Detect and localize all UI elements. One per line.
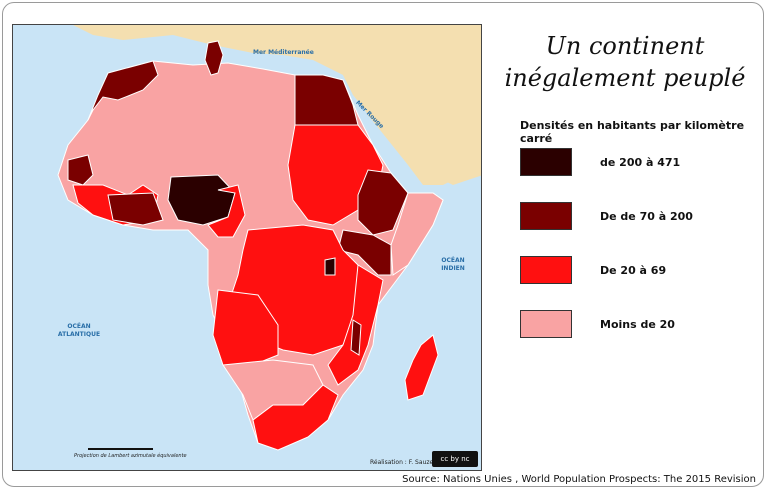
atlantic-ocean-label: OCÉAN ATLANTIQUE <box>57 323 101 338</box>
legend-item-4: Moins de 20 <box>520 310 675 338</box>
country-malawi <box>350 319 362 356</box>
country-madagascar <box>404 334 439 401</box>
indian-ocean-label: OCÉAN INDIEN <box>441 257 465 272</box>
country-somalia <box>390 192 444 276</box>
source-note: Source: Nations Unies , World Population… <box>402 474 756 485</box>
map-title: Un continent inégalement peuplé <box>490 30 760 94</box>
country-tunisia <box>204 40 224 76</box>
legend-label-3: De 20 à 69 <box>600 263 667 277</box>
africa-map: Mer Méditerranée Mer Rouge OCÉAN ATLANTI… <box>12 24 482 471</box>
legend-label-1: de 200 à 471 <box>600 155 681 169</box>
legend-swatch-4 <box>520 310 572 338</box>
projection-note: Projection de Lambert azimutale équivale… <box>74 453 187 459</box>
legend-swatch-3 <box>520 256 572 284</box>
legend-label-2: De de 70 à 200 <box>600 209 693 223</box>
country-ethiopia <box>357 169 409 236</box>
eurasia-land <box>73 25 481 185</box>
legend-title: Densités en habitants par kilomètre carr… <box>520 119 745 145</box>
legend-swatch-2 <box>520 202 572 230</box>
country-south-africa <box>252 384 339 451</box>
legend-label-4: Moins de 20 <box>600 317 675 331</box>
country-rwanda <box>324 257 336 276</box>
country-nigeria <box>167 174 236 226</box>
author-credit: Réalisation : F. Sauzeau <box>370 459 441 466</box>
cc-license-icon: cc by nc <box>432 451 478 467</box>
legend-item-2: De de 70 à 200 <box>520 202 693 230</box>
title-line-1: Un continent <box>545 32 705 60</box>
country-angola <box>212 289 279 366</box>
legend-swatch-1 <box>520 148 572 176</box>
map-canvas <box>13 25 481 470</box>
legend-item-1: de 200 à 471 <box>520 148 680 176</box>
country-ghana-region <box>107 192 164 226</box>
country-senegal <box>67 154 94 186</box>
scale-bar <box>88 442 153 450</box>
country-cameroon <box>207 184 246 238</box>
title-line-2: inégalement peuplé <box>504 64 746 92</box>
arabia-land <box>343 65 481 185</box>
country-morocco <box>87 60 159 121</box>
mediterranean-label: Mer Méditerranée <box>253 49 314 56</box>
legend-item-3: De 20 à 69 <box>520 256 666 284</box>
